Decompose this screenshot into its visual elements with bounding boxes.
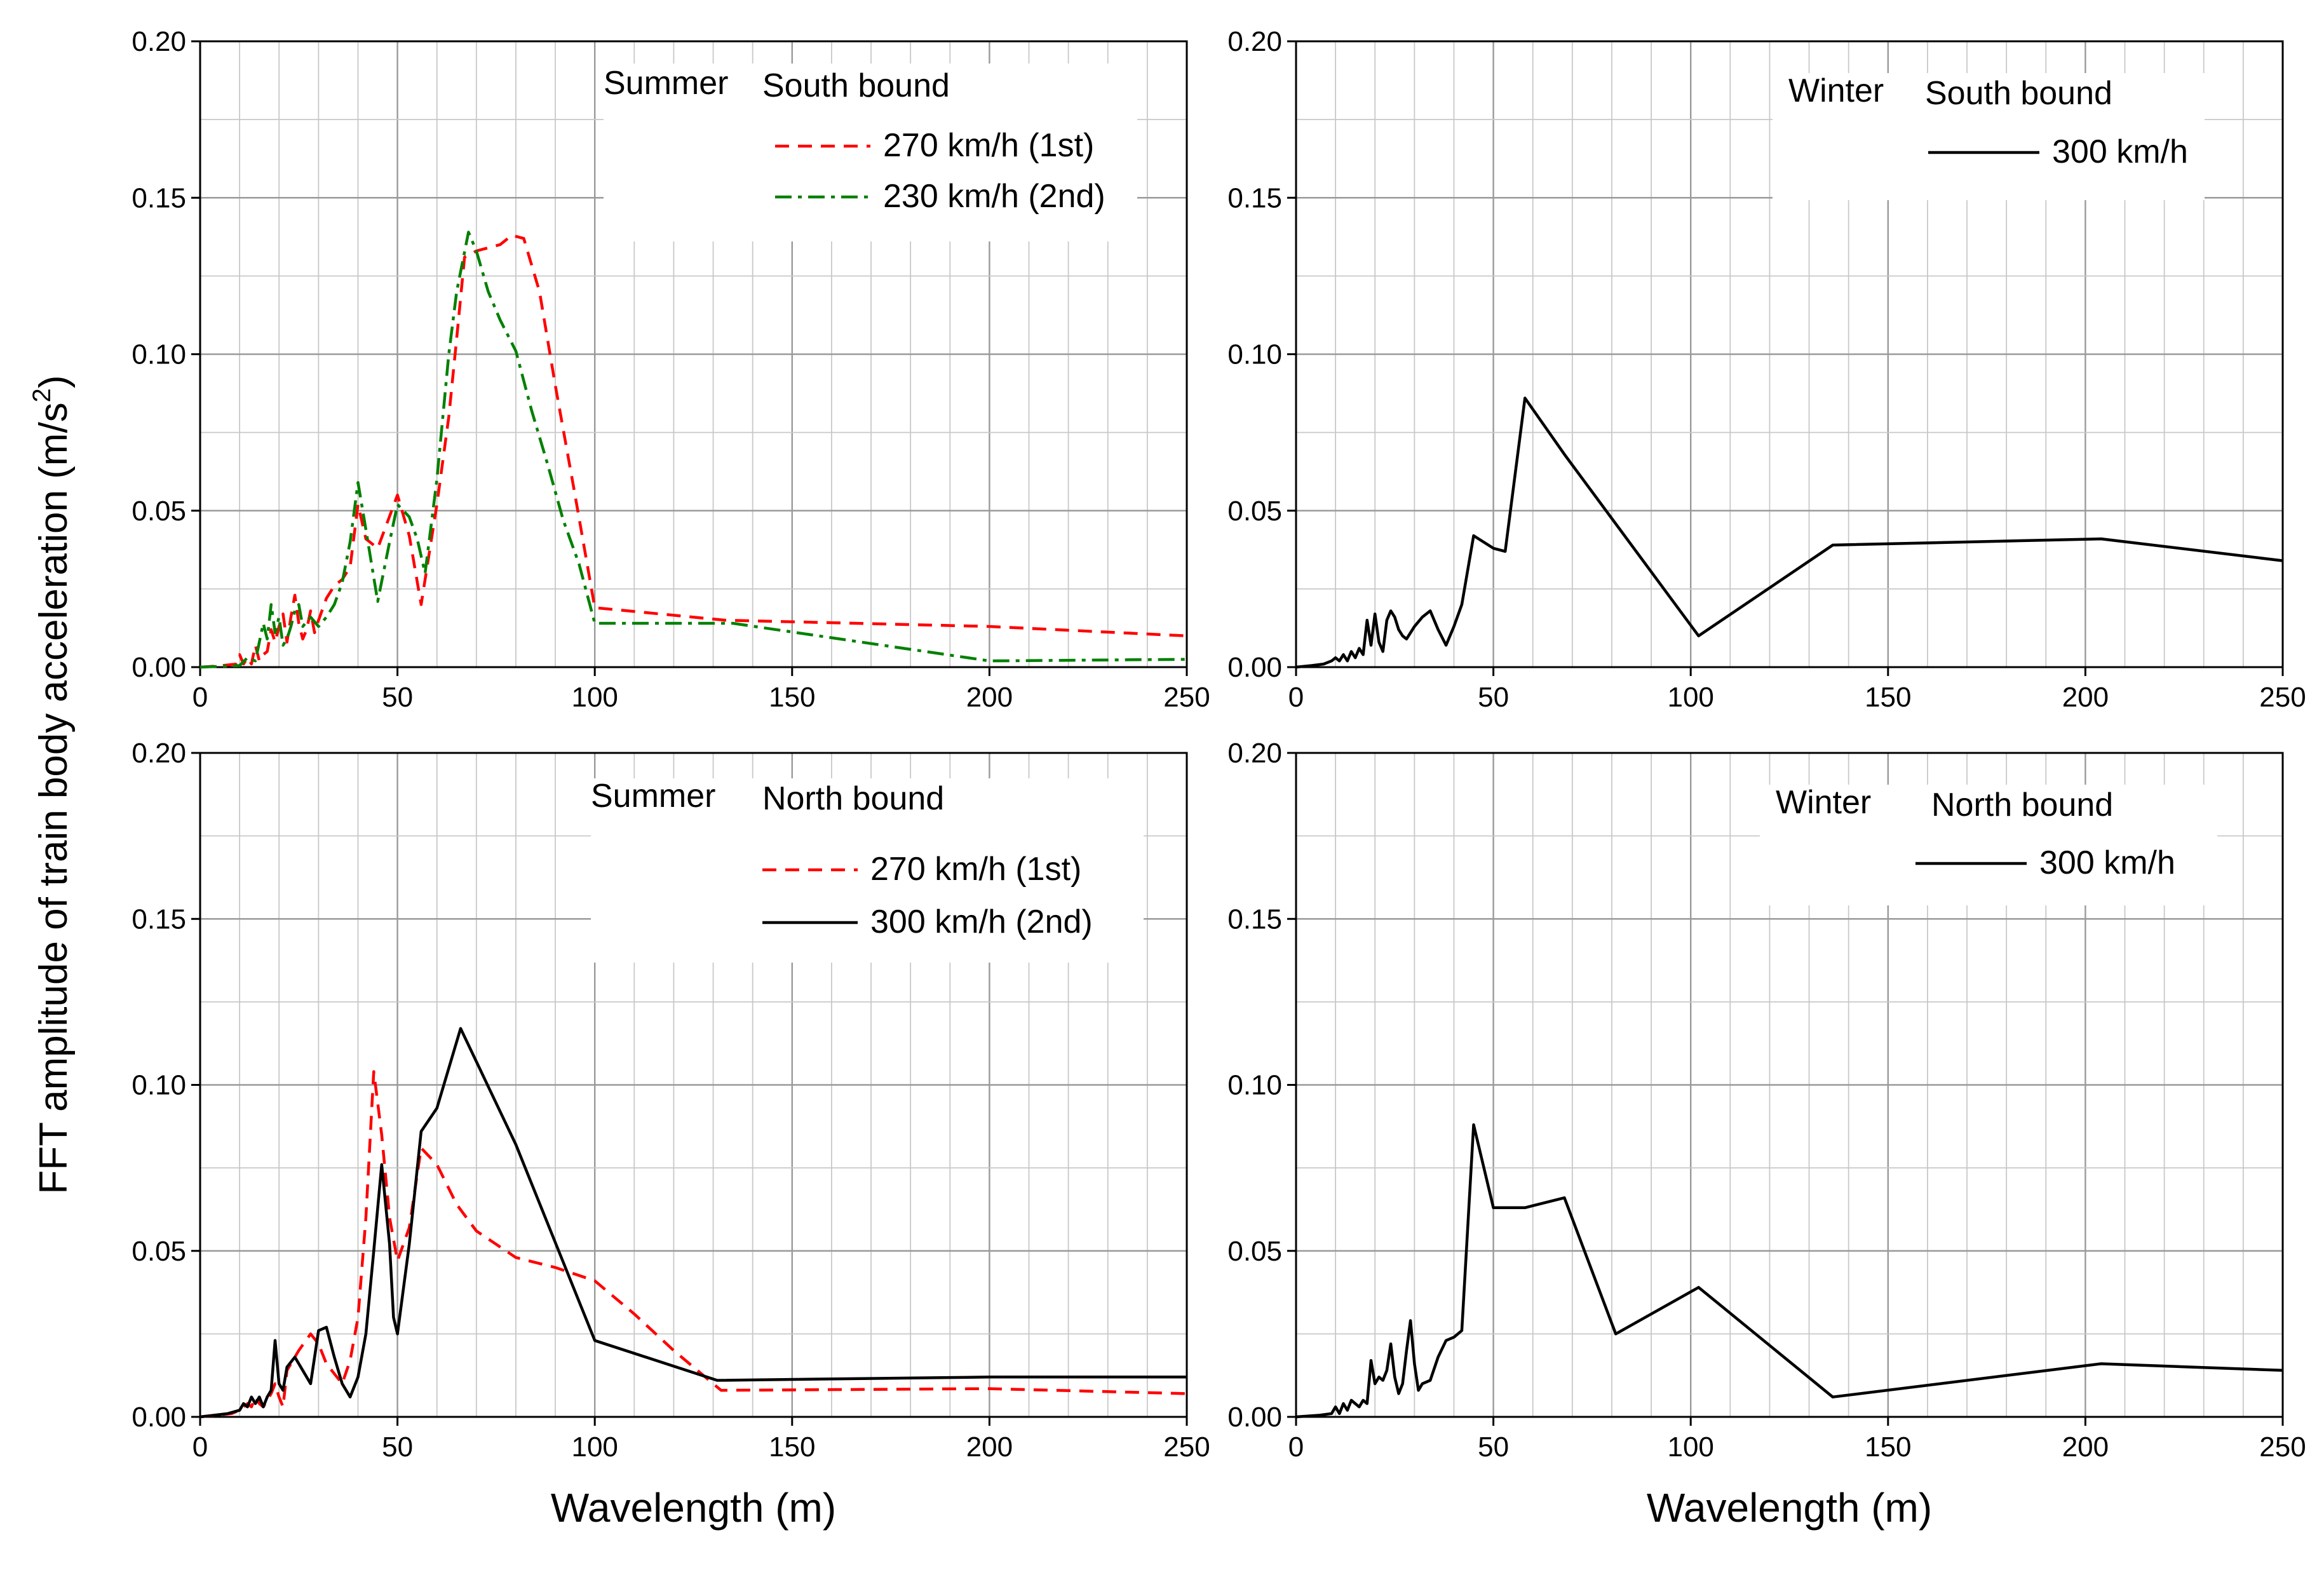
legend-box <box>1760 785 2217 905</box>
y-tick-label: 0.20 <box>1227 26 1282 57</box>
series-line-winter-north-0 <box>1295 1123 2283 1419</box>
x-tick-label: 150 <box>1865 1431 1911 1463</box>
x-tick-label: 50 <box>1478 682 1509 713</box>
x-tick-label: 50 <box>382 682 413 713</box>
chart-panel-winter-south: 0 50 100 150 200 250 0.00 0.05 0.10 0.15 0.20 Winte… <box>1227 26 2306 713</box>
y-tick-label: 0.15 <box>1227 182 1282 213</box>
legend-label: 300 km/h <box>2039 844 2175 881</box>
legend-season: Summer <box>591 778 715 815</box>
x-tick-label: 250 <box>2259 1431 2306 1463</box>
legend-direction: South bound <box>1925 75 2112 112</box>
legend-box <box>604 64 1137 241</box>
x-tick-label: 250 <box>1163 682 1210 713</box>
x-tick-label: 100 <box>571 682 618 713</box>
legend-label: 270 km/h (1st) <box>883 127 1094 164</box>
y-tick-label: 0.15 <box>1227 903 1282 935</box>
x-tick-label: 0 <box>1288 682 1304 713</box>
y-tick-label: 0.05 <box>132 1236 186 1267</box>
series-line-summer-north-0 <box>199 1070 1187 1419</box>
y-tick-label: 0.10 <box>132 1070 186 1101</box>
x-tick-label: 50 <box>382 1431 413 1463</box>
y-tick-label: 0.15 <box>132 182 186 213</box>
x-tick-label: 100 <box>1667 682 1713 713</box>
chart-panel-summer-south: 0 50 100 150 200 250 0.00 0.05 0.10 0.15 0.20 Summe… <box>132 26 1210 713</box>
x-tick-label: 0 <box>193 1431 208 1463</box>
x-tick-label: 50 <box>1478 1431 1509 1463</box>
legend-season: Winter <box>1776 784 1871 821</box>
y-tick-label: 0.20 <box>132 738 186 769</box>
x-tick-label: 150 <box>769 1431 815 1463</box>
series-line-winter-south-0 <box>1295 396 2283 669</box>
y-tick-label: 0.05 <box>1227 496 1282 527</box>
y-tick-label: 0.00 <box>1227 652 1282 683</box>
legend-box <box>1773 73 2205 200</box>
y-axis-title: FFT amplitude of train body acceleration… <box>28 375 76 1194</box>
series-line-summer-north-1 <box>199 1027 1187 1419</box>
legend-label: 270 km/h (1st) <box>870 851 1081 888</box>
x-tick-label: 250 <box>1163 1431 1210 1463</box>
y-tick-label: 0.20 <box>1227 738 1282 769</box>
chart-panel-summer-north: 0 50 100 150 200 250 0.00 0.05 0.10 0.15 0.20 Summe… <box>132 738 1210 1531</box>
legend-direction: North bound <box>762 780 944 817</box>
legend-box <box>591 778 1144 963</box>
legend-season: Winter <box>1788 72 1884 109</box>
x-tick-label: 200 <box>966 1431 1013 1463</box>
chart-panel-winter-north: 0 50 100 150 200 250 0.00 0.05 0.10 0.15 0.20 Winte… <box>1227 738 2306 1531</box>
legend-season: Summer <box>604 65 728 102</box>
y-tick-label: 0.20 <box>132 26 186 57</box>
series-line-summer-south-1 <box>199 231 1187 669</box>
x-tick-label: 200 <box>2062 1431 2109 1463</box>
x-tick-label: 0 <box>193 682 208 713</box>
legend-direction: North bound <box>1931 787 2113 823</box>
legend-label: 300 km/h (2nd) <box>870 903 1093 940</box>
y-tick-label: 0.05 <box>1227 1236 1282 1267</box>
x-tick-label: 200 <box>966 682 1013 713</box>
legend-label: 230 km/h (2nd) <box>883 178 1105 215</box>
y-tick-label: 0.10 <box>132 339 186 370</box>
y-tick-label: 0.10 <box>1227 339 1282 370</box>
x-tick-label: 100 <box>1667 1431 1713 1463</box>
legend-direction: South bound <box>762 67 950 104</box>
x-tick-label: 150 <box>1865 682 1911 713</box>
x-tick-label: 0 <box>1288 1431 1304 1463</box>
x-tick-label: 250 <box>2259 682 2306 713</box>
x-axis-title: Wavelength (m) <box>551 1485 836 1531</box>
y-tick-label: 0.00 <box>132 1402 186 1433</box>
x-tick-label: 200 <box>2062 682 2109 713</box>
x-tick-label: 100 <box>571 1431 618 1463</box>
y-tick-label: 0.15 <box>132 903 186 935</box>
x-axis-title: Wavelength (m) <box>1647 1485 1932 1531</box>
legend-label: 300 km/h <box>2052 133 2188 170</box>
y-tick-label: 0.10 <box>1227 1070 1282 1101</box>
y-tick-label: 0.05 <box>132 496 186 527</box>
y-tick-label: 0.00 <box>1227 1402 1282 1433</box>
x-tick-label: 150 <box>769 682 815 713</box>
y-tick-label: 0.00 <box>132 652 186 683</box>
panels: 0 50 100 150 200 250 0.00 0.05 0.10 0.15 0.20 Summe… <box>132 26 2306 1531</box>
series-line-summer-south-0 <box>199 234 1187 669</box>
